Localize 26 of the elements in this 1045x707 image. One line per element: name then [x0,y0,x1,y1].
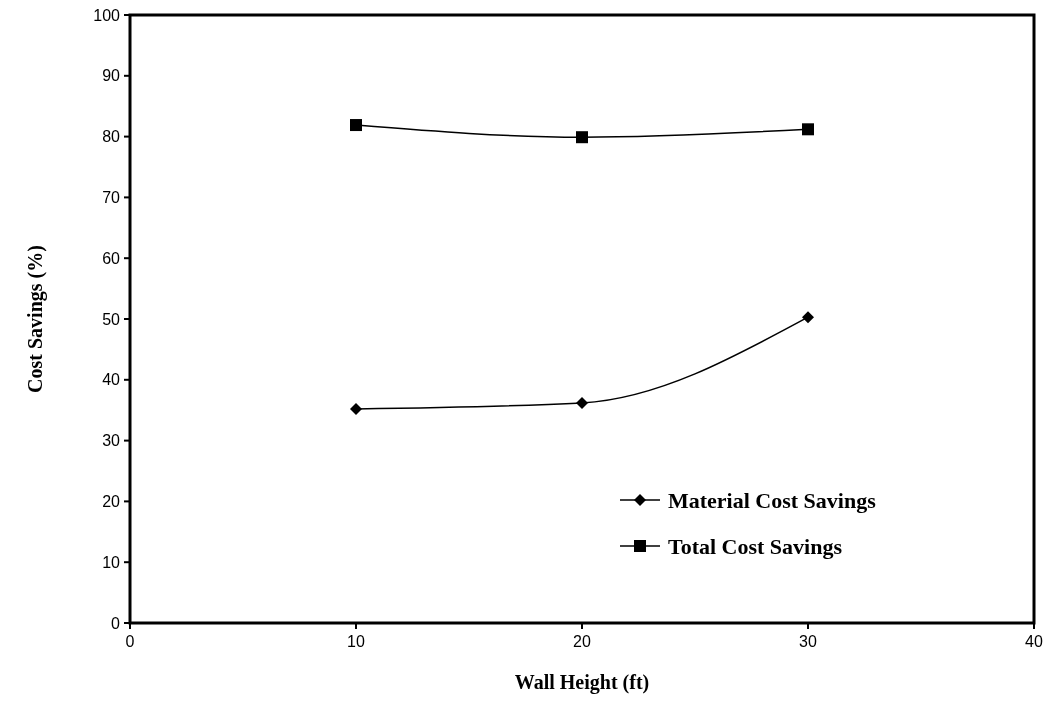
x-axis-title: Wall Height (ft) [514,671,650,694]
y-tick-label: 90 [102,67,121,85]
y-tick-label: 70 [102,189,121,206]
x-tick-label: 40 [1025,633,1043,650]
x-tick-label: 30 [799,633,817,650]
point [802,123,814,136]
point [576,131,588,144]
y-tick-label: 10 [102,553,121,571]
y-tick-label: 0 [111,614,121,632]
legend-label: Total Cost Savings [668,533,843,559]
x-tick-label: 10 [347,633,365,650]
point [576,396,588,409]
point [802,311,814,324]
y-tick-label: 100 [93,6,121,24]
y-tick-label: 50 [102,310,121,328]
y-axis-title: Cost Savings (%) [24,245,47,393]
y-tick-label: 30 [102,432,121,450]
point [350,402,362,415]
x-tick-label: 0 [125,633,135,650]
x-tick-label: 20 [573,633,591,650]
y-tick-label: 20 [102,493,121,510]
y-tick-label: 80 [102,128,121,146]
y-tick-label: 40 [102,371,121,389]
y-tick-label: 60 [102,249,121,267]
point [350,119,362,132]
legend-label: Material Cost Savings [668,487,877,513]
